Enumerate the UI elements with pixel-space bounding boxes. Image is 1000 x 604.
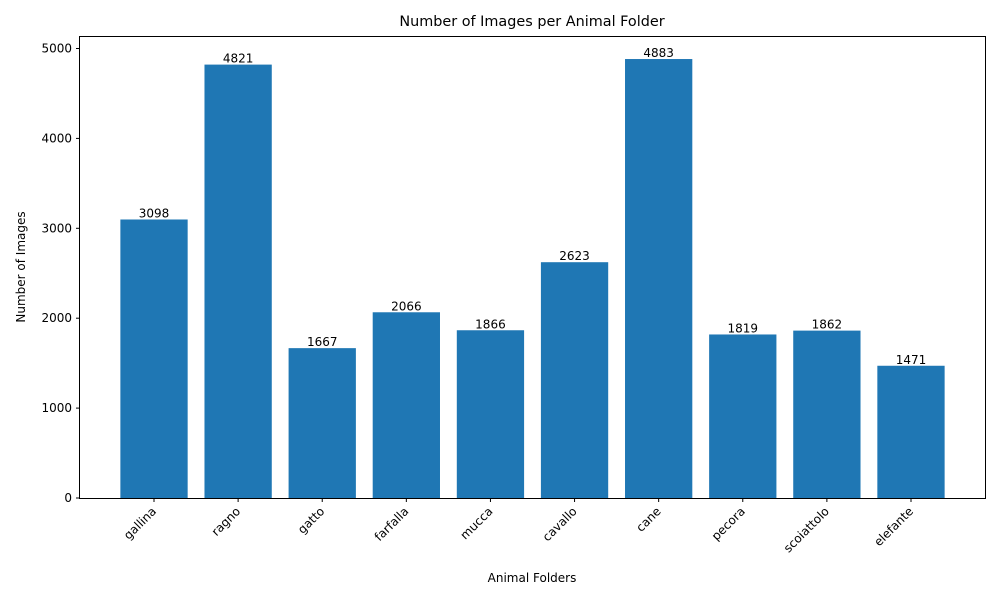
data-label-gallina: 3098 xyxy=(139,206,170,220)
x-axis-label: Animal Folders xyxy=(488,571,577,585)
data-label-elefante: 1471 xyxy=(896,353,927,367)
x-tick-label-farfalla: farfalla xyxy=(372,504,412,544)
bar-scoiattolo xyxy=(793,330,861,498)
bar-elefante xyxy=(877,365,945,498)
axes-frame xyxy=(79,36,986,499)
x-axis: gallina ragno gatto farfalla mucca cavallo can… xyxy=(121,498,916,555)
bar-farfalla xyxy=(372,312,440,498)
y-tick-label-5000: 5000 xyxy=(41,42,72,56)
data-label-pecora: 1819 xyxy=(727,321,758,335)
data-label-ragno: 4821 xyxy=(223,52,254,66)
bar-gatto xyxy=(288,348,356,498)
data-label-cavallo: 2623 xyxy=(559,249,590,263)
x-tick-label-cavallo: cavallo xyxy=(540,504,580,544)
x-tick-label-gallina: gallina xyxy=(121,504,159,542)
chart-title: Number of Images per Animal Folder xyxy=(399,14,664,30)
bar-mucca xyxy=(456,330,525,498)
x-tick-label-scoiattolo: scoiattolo xyxy=(781,504,832,555)
x-tick-label-ragno: ragno xyxy=(209,504,244,539)
data-label-cane: 4883 xyxy=(643,46,674,60)
x-tick-label-elefante: elefante xyxy=(871,504,916,549)
data-label-mucca: 1866 xyxy=(475,317,506,331)
y-tick-label-4000: 4000 xyxy=(41,131,72,145)
data-label-scoiattolo: 1862 xyxy=(812,318,843,332)
x-tick-label-gatto: gatto xyxy=(295,504,327,536)
y-axis-label: Number of Images xyxy=(14,211,28,322)
bar-ragno xyxy=(204,64,272,498)
y-tick-label-1000: 1000 xyxy=(41,401,72,415)
y-tick-label-2000: 2000 xyxy=(41,311,72,325)
x-tick-label-pecora: pecora xyxy=(709,504,748,543)
y-axis: 0 1000 2000 3000 4000 5000 xyxy=(41,42,80,505)
bar-cane xyxy=(625,59,693,498)
y-tick-label-0: 0 xyxy=(64,491,72,505)
x-tick-label-cane: cane xyxy=(633,504,663,534)
bar-pecora xyxy=(709,334,777,498)
bar-gallina xyxy=(120,219,188,499)
data-label-farfalla: 2066 xyxy=(391,299,422,313)
bars-layer xyxy=(120,59,945,499)
data-label-gatto: 1667 xyxy=(307,335,338,349)
data-labels-layer: 3098 4821 1667 2066 1866 2623 4883 1819 1862 1471 xyxy=(139,46,927,367)
bar-cavallo xyxy=(540,262,609,498)
x-tick-label-mucca: mucca xyxy=(457,504,495,542)
y-tick-label-3000: 3000 xyxy=(41,221,72,235)
